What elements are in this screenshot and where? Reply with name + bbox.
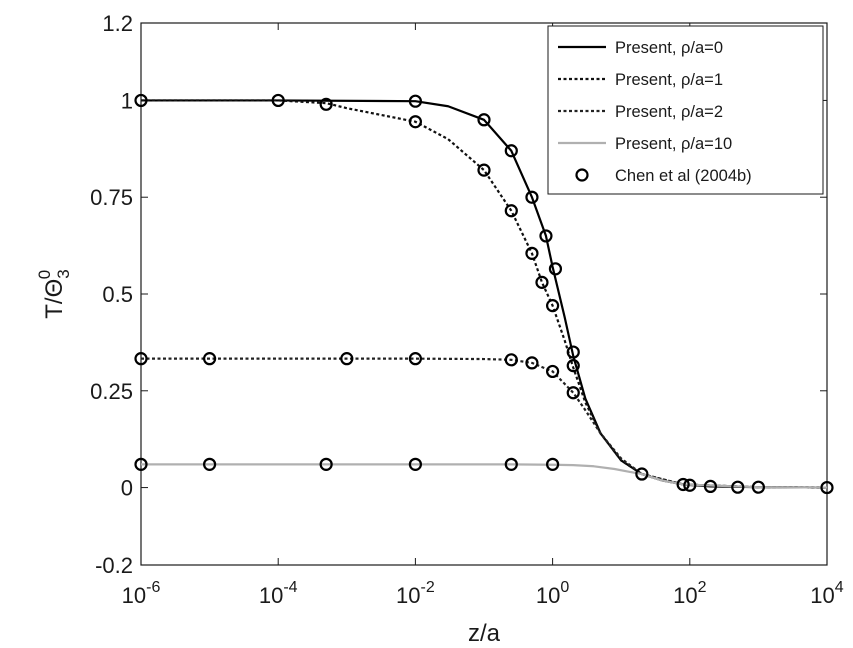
tick-marks bbox=[140, 22, 828, 566]
chen-data-point bbox=[408, 457, 422, 471]
legend-label-3: Present, ρ/a=10 bbox=[615, 135, 732, 153]
svg-text:T/Θ30: T/Θ30 bbox=[35, 269, 73, 318]
series-layer bbox=[141, 99, 828, 489]
chen-data-point bbox=[751, 480, 766, 494]
chen-data-point bbox=[548, 262, 563, 276]
chen-data-point bbox=[703, 479, 718, 494]
chen-data-point bbox=[477, 113, 491, 127]
y-tick-label: -0.2 bbox=[95, 553, 133, 578]
chen-data-point bbox=[535, 275, 549, 289]
chen-data-point bbox=[683, 478, 697, 492]
chen-data-point bbox=[408, 352, 422, 366]
x-axis-label: z/a bbox=[468, 620, 501, 647]
chen-data-point bbox=[566, 345, 580, 359]
chen-data-point bbox=[566, 359, 580, 373]
x-tick-label: 102 bbox=[673, 579, 706, 608]
chen-data-point bbox=[408, 115, 422, 129]
legend-label-4: Chen et al (2004b) bbox=[615, 167, 752, 185]
chen-data-point bbox=[820, 480, 834, 495]
chen-data-point bbox=[203, 457, 217, 471]
chen-data-point bbox=[731, 480, 745, 494]
x-tick-labels: 10-6 10-4 10-2 100 102 104 bbox=[122, 579, 844, 608]
legend-label-2: Present, ρ/a=2 bbox=[615, 103, 723, 121]
chen-data-point bbox=[545, 364, 560, 379]
x-tick-label: 10-6 bbox=[122, 579, 161, 608]
chen-data-point bbox=[271, 93, 285, 108]
y-axis-label-sup: 0 bbox=[35, 270, 54, 279]
chen-data-point bbox=[566, 386, 580, 400]
chen-data-point bbox=[504, 457, 518, 471]
y-tick-label: 0.25 bbox=[90, 379, 133, 404]
chen-data-point bbox=[545, 299, 560, 313]
y-tick-label: 0.75 bbox=[90, 185, 133, 210]
legend-label-1: Present, ρ/a=1 bbox=[615, 71, 723, 89]
x-tick-label: 100 bbox=[536, 579, 569, 608]
y-tick-label: 1 bbox=[121, 88, 133, 113]
x-tick-label: 10-4 bbox=[259, 579, 298, 608]
y-axis-label-sub: 3 bbox=[54, 269, 73, 278]
chen-data-point bbox=[635, 467, 649, 481]
y-axis-label: T/Θ30 bbox=[35, 269, 73, 318]
chen-data-point bbox=[477, 163, 491, 177]
legend-label-0: Present, ρ/a=0 bbox=[615, 39, 723, 57]
chen-data-point bbox=[504, 353, 518, 367]
chen-data-point bbox=[504, 144, 518, 158]
x-tick-label: 104 bbox=[810, 579, 843, 608]
legend-marker bbox=[575, 168, 589, 182]
chen-data-point bbox=[319, 97, 333, 111]
chen-data-point bbox=[676, 477, 690, 492]
y-tick-labels: -0.2 0 0.25 0.5 0.75 1 1.2 bbox=[90, 11, 133, 578]
chen-data-point bbox=[525, 356, 539, 370]
y-axis-label-main: T/Θ bbox=[41, 279, 68, 319]
chen-data-point bbox=[539, 229, 553, 243]
markers-layer bbox=[134, 93, 834, 495]
series-line-3 bbox=[141, 463, 828, 489]
chen-data-point bbox=[203, 352, 217, 366]
x-tick-label: 10-2 bbox=[396, 579, 435, 608]
chen-data-point bbox=[525, 190, 539, 204]
chen-data-point bbox=[525, 246, 539, 260]
legend: Present, ρ/a=0 Present, ρ/a=1 Present, ρ/a… bbox=[547, 25, 824, 195]
chen-data-point bbox=[134, 457, 148, 471]
y-tick-label: 1.2 bbox=[102, 11, 133, 36]
chen-data-point bbox=[134, 352, 148, 366]
chen-data-point bbox=[545, 457, 560, 471]
chen-data-point bbox=[319, 457, 333, 471]
chen-data-point bbox=[134, 93, 148, 108]
chen-data-point bbox=[504, 204, 518, 218]
chen-data-point bbox=[408, 94, 422, 108]
chen-data-point bbox=[340, 352, 354, 366]
y-tick-label: 0.5 bbox=[102, 282, 133, 307]
y-tick-label: 0 bbox=[121, 476, 133, 501]
